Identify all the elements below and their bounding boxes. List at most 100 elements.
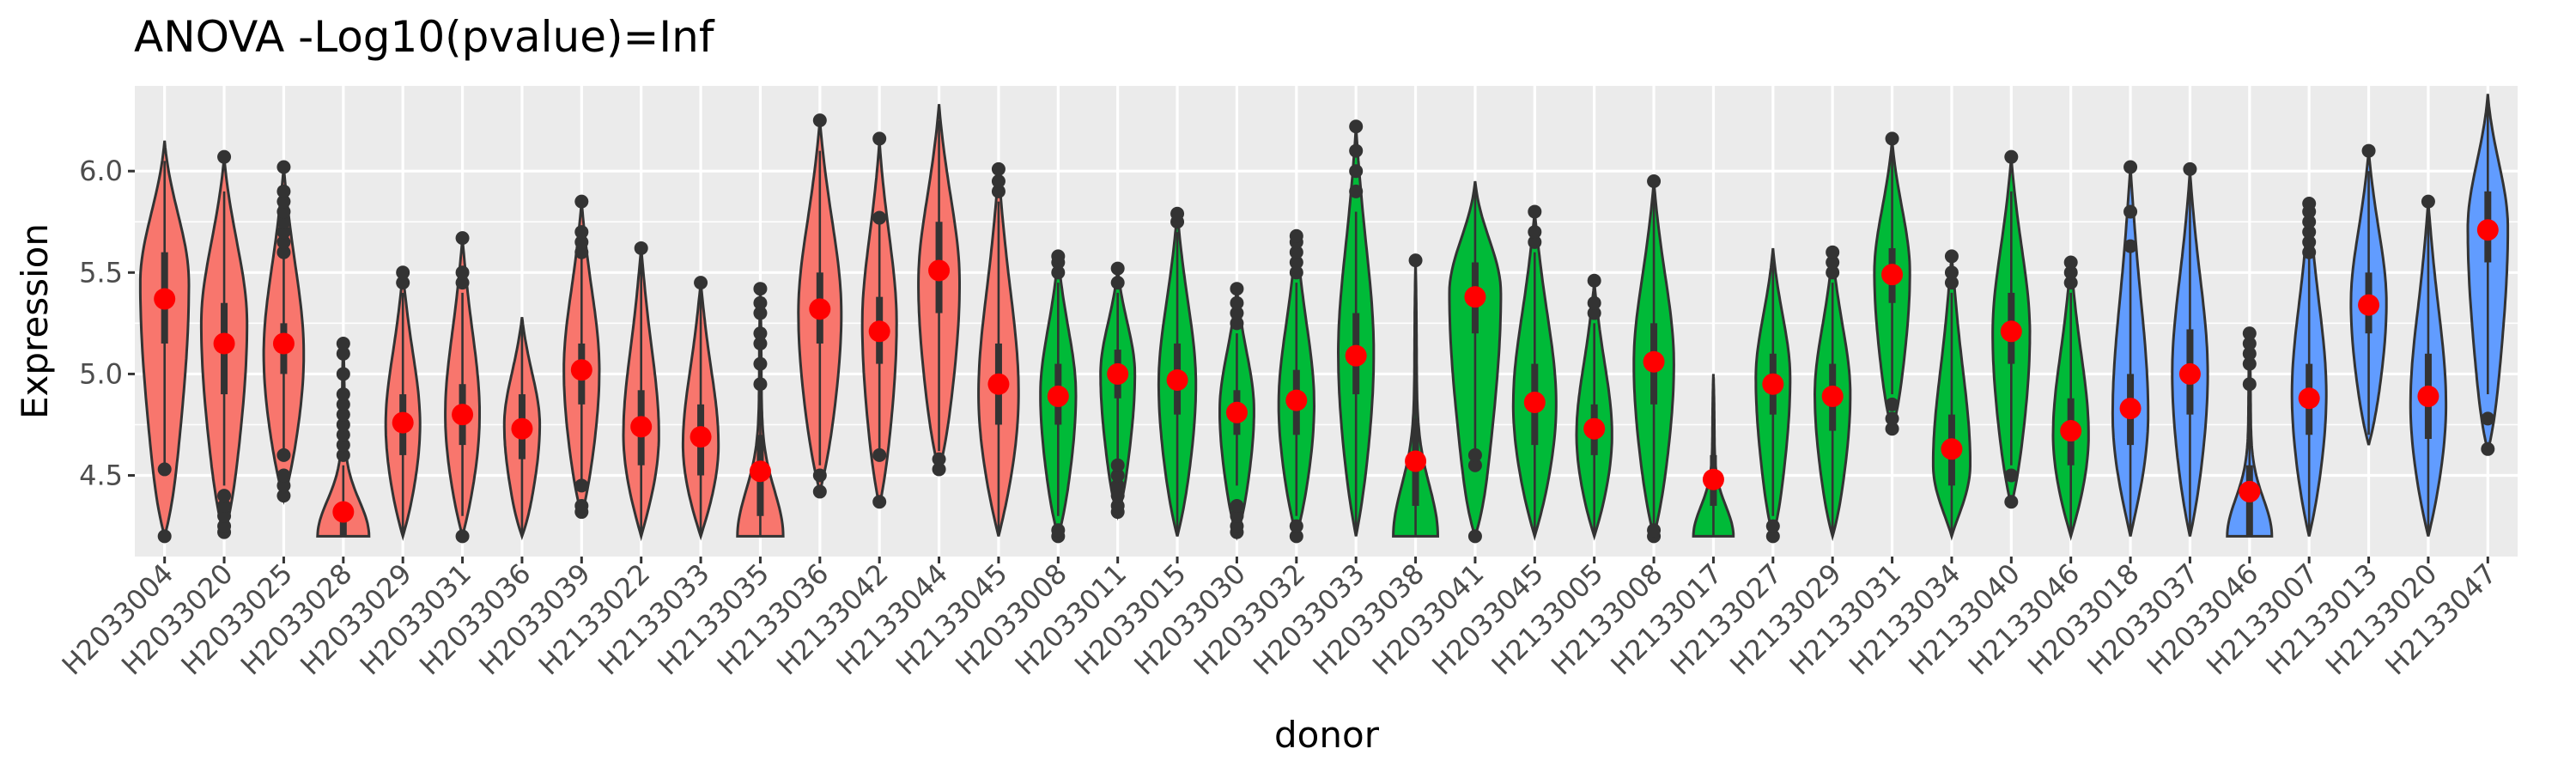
outlier-point	[276, 215, 291, 229]
violin-H2133033	[681, 276, 720, 541]
mean-point	[987, 373, 1010, 395]
outlier-point	[455, 231, 470, 246]
mean-point	[1821, 385, 1844, 407]
mean-point	[1762, 373, 1784, 395]
outlier-point	[2242, 326, 2257, 341]
violin-H2033036	[502, 317, 542, 541]
outlier-point	[1528, 234, 1542, 249]
x-axis: H2033004H2033020H2033025H2033028H2033029…	[56, 557, 2503, 681]
outlier-point	[1110, 261, 1125, 276]
outlier-point	[455, 529, 470, 544]
violin-H2133020	[2409, 194, 2448, 537]
y-tick-label: 6.0	[79, 155, 123, 187]
mean-point	[213, 332, 235, 355]
y-tick-label: 5.5	[79, 256, 123, 289]
outlier-point	[276, 245, 291, 259]
violin-H2133046	[2051, 255, 2090, 541]
outlier-point	[932, 452, 946, 466]
mean-point	[928, 259, 951, 282]
mean-point	[2119, 398, 2142, 420]
outlier-point	[2302, 245, 2317, 259]
outlier-point	[1826, 265, 1840, 280]
outlier-point	[1885, 422, 1899, 436]
outlier-point	[1110, 478, 1125, 493]
outlier-point	[455, 276, 470, 290]
outlier-point	[574, 245, 589, 259]
y-tick-label: 4.5	[79, 460, 123, 492]
outlier-point	[1230, 519, 1244, 533]
outlier-point	[217, 489, 232, 503]
outlier-point	[276, 447, 291, 462]
outlier-point	[872, 131, 887, 146]
outlier-point	[2242, 336, 2257, 350]
outlier-point	[396, 265, 410, 280]
outlier-point	[574, 478, 589, 493]
mean-point	[1225, 401, 1248, 423]
outlier-point	[991, 174, 1005, 189]
outlier-point	[1885, 397, 1899, 411]
outlier-point	[2302, 234, 2317, 249]
outlier-point	[872, 495, 887, 509]
outlier-point	[1647, 523, 1662, 538]
violin-H2133005	[1575, 273, 1613, 541]
outlier-point	[2063, 276, 2078, 290]
outlier-point	[157, 529, 172, 544]
mean-point	[272, 332, 295, 355]
box-iqr	[339, 509, 347, 537]
outlier-point	[574, 225, 589, 240]
mean-point	[690, 426, 712, 448]
outlier-point	[1826, 245, 1840, 259]
violin-H2133013	[2349, 143, 2388, 446]
outlier-point	[336, 447, 350, 462]
outlier-point	[1528, 204, 1542, 219]
mean-point	[332, 501, 355, 523]
outlier-point	[336, 438, 350, 453]
y-axis-title: Expression	[14, 223, 56, 419]
outlier-point	[2302, 197, 2317, 210]
outlier-point	[1110, 498, 1125, 513]
outlier-point	[1110, 458, 1125, 472]
outlier-point	[1110, 489, 1125, 503]
outlier-point	[1587, 306, 1601, 320]
outlier-point	[2004, 495, 2019, 509]
mean-point	[1881, 264, 1904, 286]
outlier-point	[753, 282, 768, 296]
outlier-point	[2123, 239, 2138, 253]
outlier-point	[1230, 282, 1244, 296]
mean-point	[1464, 286, 1486, 308]
mean-point	[868, 320, 890, 343]
outlier-point	[1289, 228, 1303, 243]
violin-H2033029	[384, 265, 422, 541]
violin-H2133034	[1931, 249, 1971, 541]
outlier-point	[932, 462, 946, 477]
outlier-point	[812, 113, 827, 128]
violin-H2133047	[2466, 94, 2510, 456]
outlier-point	[276, 225, 291, 240]
violin-H2033031	[444, 231, 481, 544]
violin-H2033038	[1392, 253, 1440, 538]
outlier-point	[336, 367, 350, 381]
mean-point	[809, 298, 831, 320]
mean-point	[2239, 480, 2261, 502]
mean-point	[1107, 362, 1129, 385]
violin-H2133044	[917, 104, 961, 477]
outlier-point	[753, 295, 768, 310]
outlier-point	[276, 478, 291, 493]
mean-point	[630, 416, 653, 438]
violin-layer	[138, 94, 2510, 544]
outlier-point	[2242, 356, 2257, 371]
mean-point	[2178, 362, 2201, 385]
outlier-point	[396, 276, 410, 290]
outlier-point	[276, 194, 291, 209]
outlier-point	[634, 240, 648, 255]
outlier-point	[2302, 215, 2317, 229]
mean-point	[154, 288, 176, 310]
outlier-point	[694, 276, 708, 290]
mean-point	[1285, 389, 1308, 411]
violin-H2133017	[1692, 374, 1735, 538]
outlier-point	[336, 397, 350, 411]
outlier-point	[812, 468, 827, 483]
outlier-point	[336, 407, 350, 422]
outlier-point	[2481, 441, 2495, 456]
outlier-point	[1170, 206, 1185, 221]
